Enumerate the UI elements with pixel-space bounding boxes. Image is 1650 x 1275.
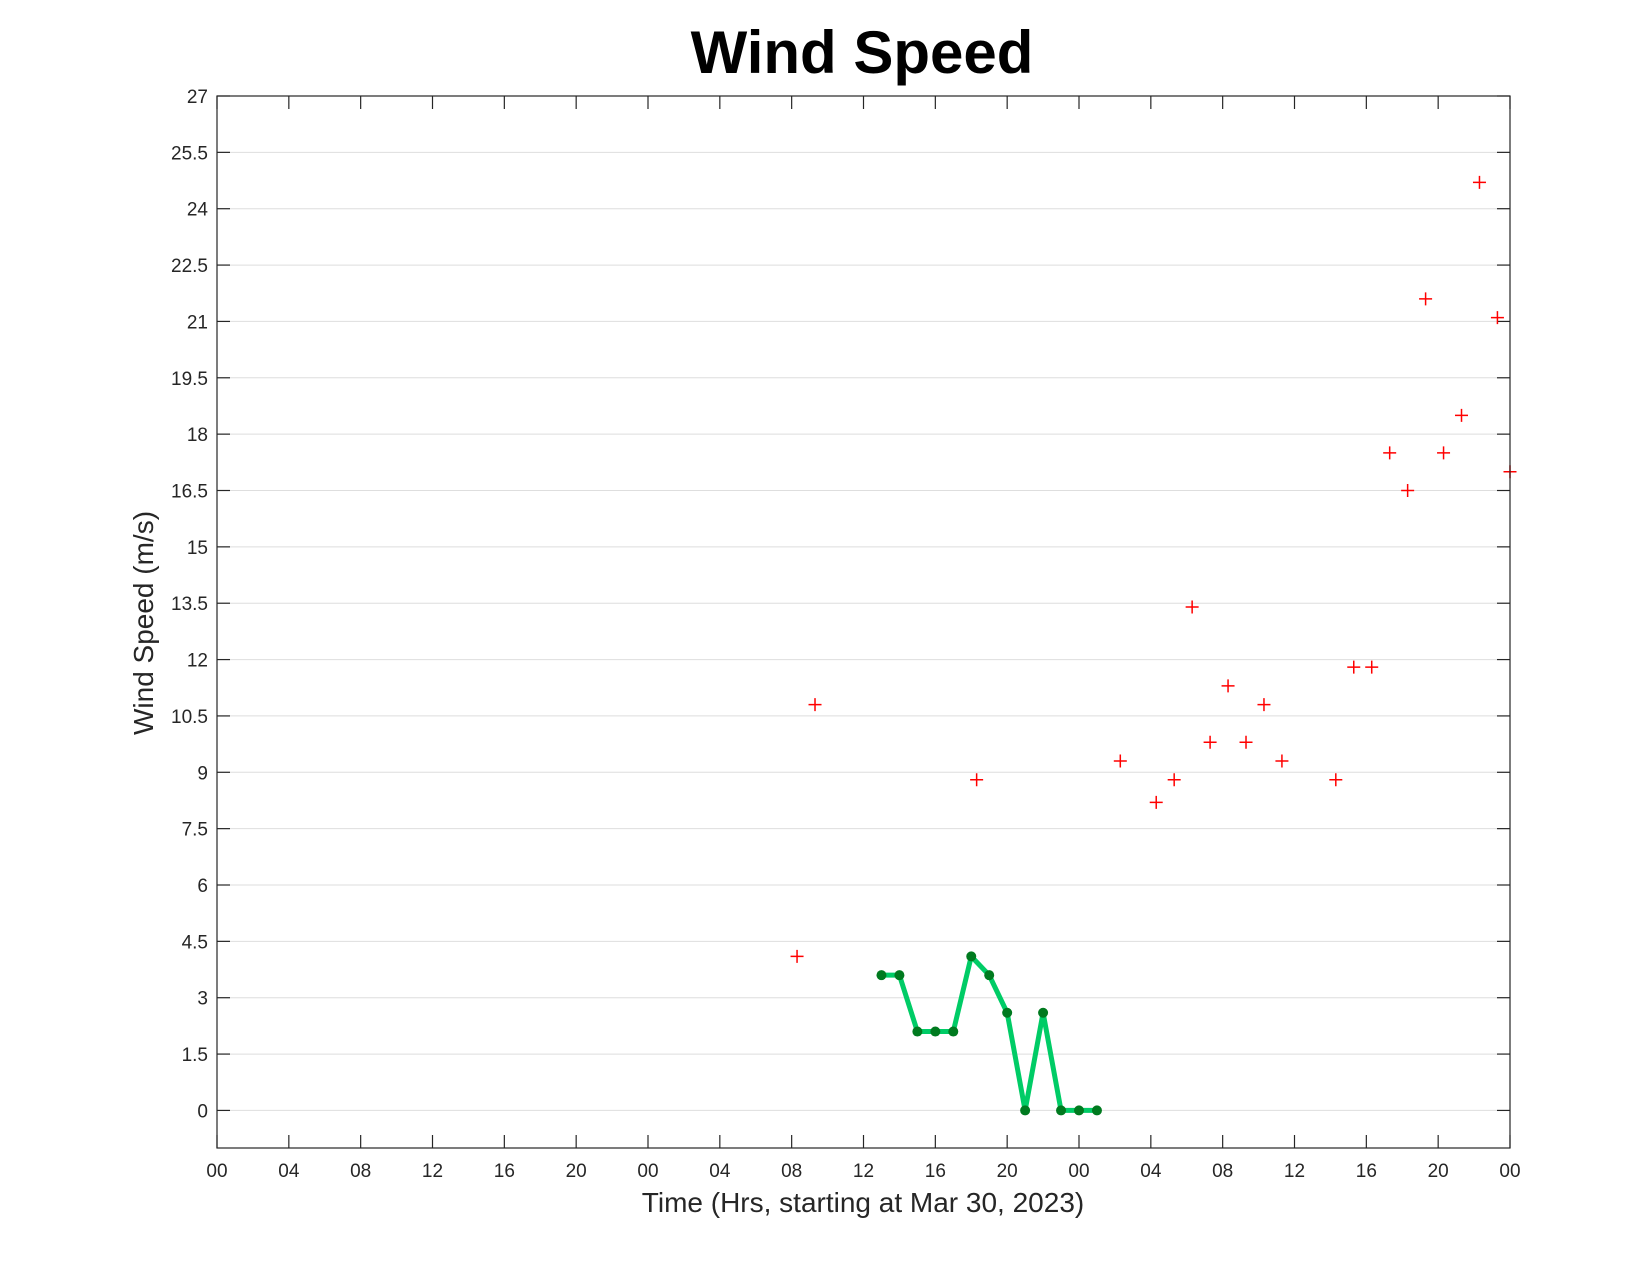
y-tick-label: 13.5 <box>171 594 208 615</box>
y-tick-label: 12 <box>187 651 208 672</box>
x-axis-label: Time (Hrs, starting at Mar 30, 2023) <box>642 1187 1084 1218</box>
data-point-plus <box>808 698 822 712</box>
data-point <box>876 970 887 981</box>
x-tick-label: 20 <box>566 1161 587 1182</box>
y-tick-label: 19.5 <box>171 369 208 390</box>
data-point-plus <box>1239 735 1253 749</box>
data-point-plus <box>1347 660 1361 674</box>
y-tick-label: 15 <box>187 538 208 559</box>
axes-box <box>216 95 1511 1149</box>
x-tick-label: 12 <box>422 1161 443 1182</box>
data-point-plus <box>1455 408 1469 422</box>
data-point-plus <box>970 773 984 787</box>
x-tick-labels: 00 04 08 12 16 20 00 04 08 12 16 20 00 04 08 12 16 20 00 <box>206 1161 1520 1182</box>
y-tick-label: 18 <box>187 425 208 446</box>
x-tick-label: 04 <box>1140 1161 1162 1182</box>
data-point-plus <box>1401 484 1415 497</box>
data-point <box>894 970 905 981</box>
plot-area <box>217 96 1510 1148</box>
data-series <box>790 175 1517 1116</box>
data-point-plus <box>1490 311 1504 325</box>
data-point-plus <box>1437 446 1451 460</box>
data-point-plus <box>1221 679 1235 693</box>
data-point-plus <box>1185 600 1199 614</box>
x-tick-label: 04 <box>278 1161 300 1182</box>
chart-title: Wind Speed <box>691 19 1034 86</box>
data-point-plus <box>1472 175 1486 189</box>
x-tick-label: 08 <box>1212 1161 1233 1182</box>
x-tick-label: 12 <box>853 1161 874 1182</box>
data-point-plus <box>790 949 804 963</box>
data-point <box>1074 1105 1084 1116</box>
x-tick-label: 08 <box>350 1161 371 1182</box>
data-point <box>930 1026 941 1037</box>
x-tick-label: 00 <box>1068 1161 1089 1182</box>
x-tick-label: 04 <box>709 1161 731 1182</box>
y-tick-label: 21 <box>187 312 208 333</box>
x-tick-label: 00 <box>206 1161 227 1182</box>
y-tick-label: 7.5 <box>182 820 208 841</box>
x-tick-label: 00 <box>637 1161 658 1182</box>
x-tick-label: 16 <box>925 1161 946 1182</box>
y-axis-label: Wind Speed (m/s) <box>128 511 159 735</box>
data-point-plus <box>1113 754 1127 768</box>
data-point-plus <box>1275 754 1289 768</box>
x-tick-label: 12 <box>1284 1161 1305 1182</box>
data-point <box>1002 1007 1013 1018</box>
y-tick-label: 16.5 <box>171 482 208 503</box>
y-tick-label: 1.5 <box>182 1045 208 1066</box>
x-tick-label: 20 <box>997 1161 1018 1182</box>
y-tick-label: 9 <box>197 763 208 784</box>
y-tick-labels: 0 1.5 3 4.5 6 7.5 9 10.5 12 13.5 15 16.5 18 19.5 21 22.… <box>171 87 208 1122</box>
y-tick-label: 3 <box>197 989 208 1010</box>
data-point-plus <box>1419 292 1433 306</box>
data-point <box>948 1026 959 1037</box>
data-point-plus <box>1203 735 1217 749</box>
x-tick-label: 16 <box>1356 1161 1377 1182</box>
data-point <box>1056 1105 1067 1116</box>
data-point <box>1038 1007 1049 1018</box>
y-tick-label: 6 <box>197 876 208 897</box>
data-point <box>1091 1105 1102 1116</box>
data-point <box>1020 1105 1031 1116</box>
data-point-plus <box>1383 446 1397 460</box>
y-tick-label: 0 <box>197 1101 208 1122</box>
x-tick-label: 00 <box>1499 1161 1520 1182</box>
x-tick-label: 20 <box>1428 1161 1449 1182</box>
data-point <box>984 970 995 981</box>
data-point <box>912 1026 923 1037</box>
data-point-plus <box>1329 773 1343 787</box>
y-tick-label: 25.5 <box>171 143 208 164</box>
y-tick-label: 24 <box>187 200 209 221</box>
y-tick-label: 22.5 <box>171 256 208 277</box>
y-tick-label: 4.5 <box>182 932 208 953</box>
y-tick-label: 27 <box>187 87 208 108</box>
x-tick-label: 16 <box>494 1161 515 1182</box>
data-point <box>966 951 977 962</box>
data-point-plus <box>1149 795 1163 809</box>
y-tick-label: 10.5 <box>171 707 208 728</box>
data-point-plus <box>1167 773 1181 787</box>
data-point-plus <box>1257 698 1271 712</box>
data-point-plus <box>1365 660 1379 674</box>
x-tick-label: 08 <box>781 1161 802 1182</box>
